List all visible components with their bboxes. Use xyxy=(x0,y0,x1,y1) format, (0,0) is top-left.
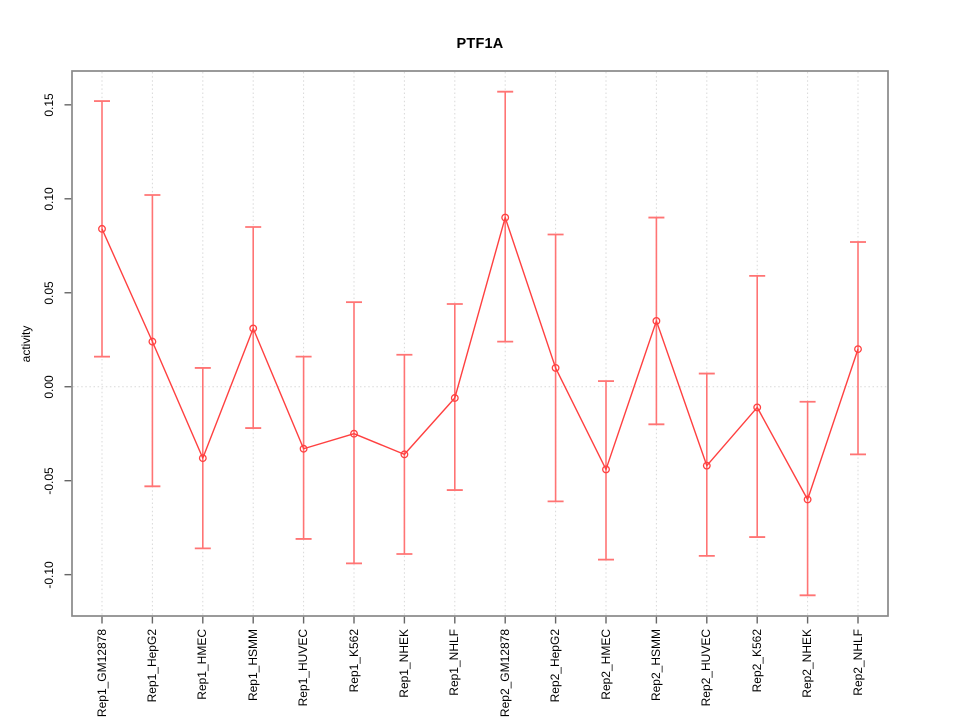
data-point xyxy=(98,224,106,233)
data-point xyxy=(400,450,409,459)
data-point xyxy=(148,337,157,346)
x-tick-label: Rep1_K562 xyxy=(346,629,361,693)
y-tick-label: 0.10 xyxy=(42,187,56,211)
data-point xyxy=(551,363,560,372)
data-point xyxy=(198,454,207,463)
x-tick-label: Rep2_HUVEC xyxy=(699,629,714,707)
x-tick-label: Rep2_HepG2 xyxy=(548,629,563,703)
data-point xyxy=(501,213,510,222)
y-tick-label: 0.00 xyxy=(42,375,56,399)
series-line xyxy=(101,216,859,501)
x-tick-label: Rep1_NHLF xyxy=(447,629,462,696)
x-tick-label: Rep1_GM12878 xyxy=(94,629,109,718)
y-tick-label: 0.15 xyxy=(42,93,56,117)
x-tick-label: Rep2_NHEK xyxy=(800,629,815,698)
y-tick-label: -0.10 xyxy=(42,560,56,589)
data-point xyxy=(350,429,358,438)
data-point xyxy=(803,495,812,504)
y-tick-label: 0.05 xyxy=(42,281,56,305)
x-tick-label: Rep1_HUVEC xyxy=(296,629,311,707)
x-tick-label: Rep2_GM12878 xyxy=(497,629,512,718)
plot-frame xyxy=(71,70,889,617)
data-point xyxy=(602,465,610,474)
data-point xyxy=(299,444,308,453)
data-point xyxy=(652,316,661,325)
data-point xyxy=(854,345,862,354)
x-tick-label: Rep1_NHEK xyxy=(396,629,411,698)
x-tick-label: Rep1_HSMM xyxy=(245,629,260,702)
y-tick-label: -0.05 xyxy=(42,467,56,495)
data-point xyxy=(702,461,711,470)
x-tick-label: Rep1_HepG2 xyxy=(144,629,159,703)
x-tick-label: Rep2_HSMM xyxy=(648,629,663,702)
data-point xyxy=(450,394,459,402)
x-tick-label: Rep2_K562 xyxy=(749,629,764,693)
x-tick-label: Rep1_HMEC xyxy=(195,629,210,700)
data-point xyxy=(753,403,762,412)
x-tick-label: Rep2_NHLF xyxy=(850,629,865,696)
x-tick-label: Rep2_HMEC xyxy=(598,629,613,700)
chart-title: PTF1A xyxy=(456,36,504,52)
data-point xyxy=(249,324,258,333)
